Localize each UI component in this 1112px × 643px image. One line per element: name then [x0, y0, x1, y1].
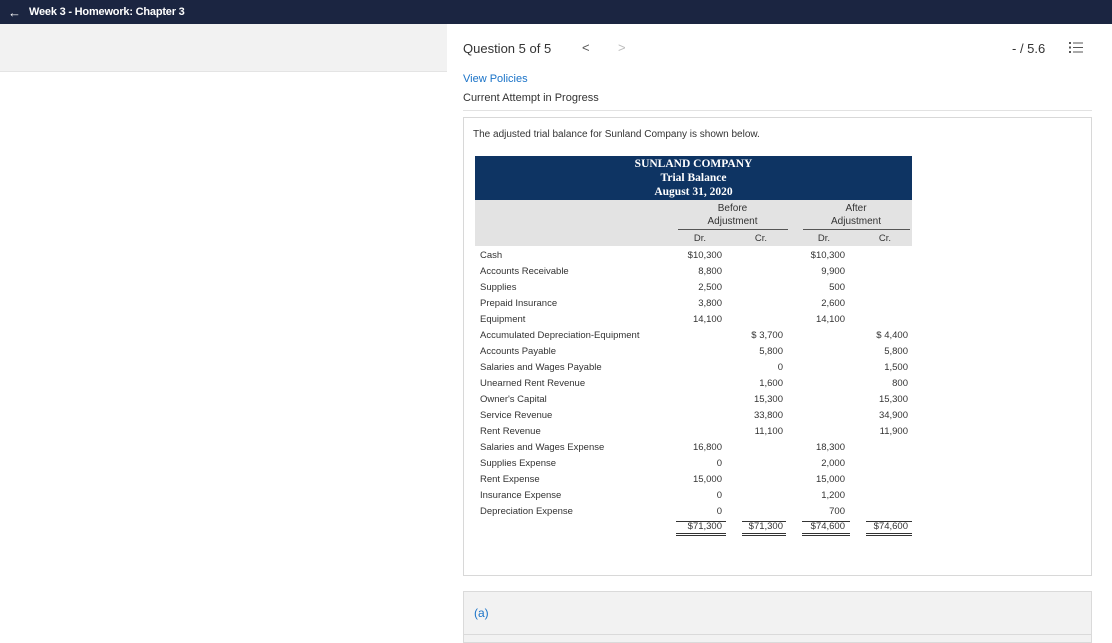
amount-a-dr: 700	[829, 506, 845, 517]
amount-a-dr: 15,000	[815, 474, 845, 485]
amount-a-dr: 2,000	[821, 458, 845, 469]
account-name: Equipment	[480, 314, 526, 325]
before-adjustment-header: Before Adjustment	[707, 203, 758, 227]
account-name: Rent Revenue	[480, 426, 541, 437]
amount-a-dr: $10,300	[810, 250, 845, 261]
total-rule-before-cr	[742, 521, 786, 522]
amount-b-cr: 0	[777, 362, 783, 373]
total-double-rule-before-cr	[742, 533, 786, 536]
after-adjustment-header: After Adjustment	[830, 203, 882, 227]
report-date: August 31, 2020	[654, 186, 733, 198]
amount-b-dr: 15,000	[692, 474, 722, 485]
account-name: Prepaid Insurance	[480, 298, 558, 309]
account-name: Depreciation Expense	[480, 506, 573, 517]
account-name: Service Revenue	[480, 410, 553, 421]
total-rule-after-dr	[802, 521, 850, 522]
total-double-rule-after-dr	[802, 533, 850, 536]
report-name: Trial Balance	[660, 172, 727, 184]
account-name: Accounts Receivable	[480, 266, 569, 277]
amount-a-cr: $ 4,400	[876, 330, 908, 341]
after-dr-header: Dr.	[817, 233, 831, 244]
part-a-divider	[463, 634, 1092, 635]
part-a-panel[interactable]	[463, 591, 1092, 643]
amount-b-dr: 2,500	[698, 282, 722, 293]
total-before-cr: $71,300	[748, 521, 783, 532]
view-policies-link[interactable]: View Policies	[463, 73, 528, 85]
account-name: Cash	[480, 250, 503, 261]
total-after-dr: $74,600	[810, 521, 845, 532]
total-before-dr: $71,300	[687, 521, 722, 532]
amount-a-dr: 18,300	[815, 442, 845, 453]
prev-question-button[interactable]: <	[582, 40, 590, 55]
amount-b-cr: 15,300	[753, 394, 783, 405]
course-title: Week 3 - Homework: Chapter 3	[29, 6, 185, 18]
amount-b-dr: 3,800	[698, 298, 722, 309]
account-name: Supplies Expense	[480, 458, 557, 469]
after-cr-header: Cr.	[878, 233, 892, 244]
amount-a-dr: 14,100	[815, 314, 845, 325]
account-name: Accumulated Depreciation-Equipment	[480, 330, 640, 341]
amount-b-dr: 0	[716, 506, 722, 517]
amount-a-cr: 5,800	[884, 346, 908, 357]
amount-b-cr: 11,100	[754, 426, 783, 437]
after-header-rule	[803, 229, 910, 230]
amount-b-cr: 5,800	[759, 346, 783, 357]
attempt-status: Current Attempt in Progress	[463, 92, 599, 104]
amount-b-dr: 0	[716, 490, 722, 501]
amount-a-dr: 500	[829, 282, 845, 293]
account-name: Accounts Payable	[480, 346, 557, 357]
amount-b-dr: $10,300	[687, 250, 722, 261]
amount-b-cr: $ 3,700	[751, 330, 783, 341]
question-list-icon[interactable]	[1069, 41, 1083, 54]
amount-b-dr: 16,800	[692, 442, 722, 453]
column-header	[475, 200, 912, 246]
total-rule-after-cr	[866, 521, 912, 522]
account-name: Rent Expense	[480, 474, 540, 485]
question-header	[447, 24, 1112, 72]
before-header-rule	[678, 229, 788, 230]
amount-a-cr: 800	[892, 378, 908, 389]
score-display: - / 5.6	[1012, 41, 1046, 56]
amount-a-cr: 15,300	[878, 394, 908, 405]
left-pane	[0, 24, 447, 72]
back-arrow-icon[interactable]: ←	[8, 4, 21, 20]
amount-b-dr: 14,100	[692, 314, 722, 325]
total-rule-before-dr	[676, 521, 726, 522]
account-name: Unearned Rent Revenue	[480, 378, 586, 389]
account-name: Owner's Capital	[480, 394, 547, 405]
header-divider	[463, 110, 1092, 111]
total-double-rule-before-dr	[676, 533, 726, 536]
question-prompt: The adjusted trial balance for Sunland C…	[473, 129, 760, 140]
top-bar: ← Week 3 - Homework: Chapter 3	[0, 0, 1112, 24]
amount-a-cr: 1,500	[884, 362, 908, 373]
part-a-label[interactable]: (a)	[474, 606, 489, 620]
amount-b-cr: 33,800	[753, 410, 783, 421]
amount-a-cr: 11,900	[879, 426, 908, 437]
amount-b-cr: 1,600	[759, 378, 783, 389]
question-counter: Question 5 of 5	[463, 41, 552, 56]
amount-b-dr: 0	[716, 458, 722, 469]
account-name: Insurance Expense	[480, 490, 562, 501]
next-question-button[interactable]: >	[618, 40, 626, 55]
amount-a-cr: 34,900	[878, 410, 908, 421]
account-name: Supplies	[480, 282, 517, 293]
before-cr-header: Cr.	[754, 233, 768, 244]
amount-a-dr: 1,200	[821, 490, 845, 501]
amount-a-dr: 2,600	[821, 298, 845, 309]
amount-b-dr: 8,800	[698, 266, 722, 277]
total-double-rule-after-cr	[866, 533, 912, 536]
total-after-cr: $74,600	[873, 521, 908, 532]
amount-a-dr: 9,900	[821, 266, 845, 277]
account-name: Salaries and Wages Expense	[480, 442, 605, 453]
account-name: Salaries and Wages Payable	[480, 362, 602, 373]
trial-balance-title: SUNLAND COMPANY Trial Balance August 31,…	[475, 156, 912, 200]
before-dr-header: Dr.	[693, 233, 707, 244]
company-name: SUNLAND COMPANY	[634, 158, 753, 170]
